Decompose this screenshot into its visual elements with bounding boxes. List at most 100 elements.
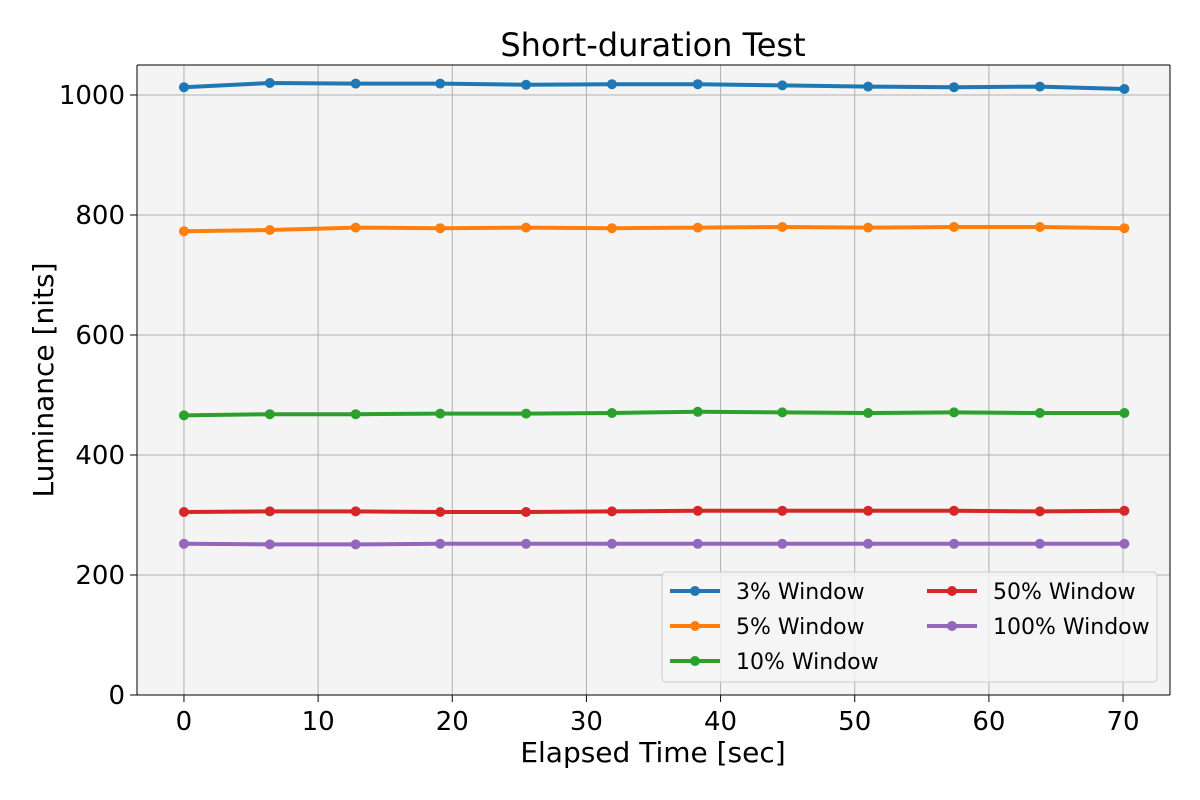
data-point	[777, 407, 788, 418]
data-point	[949, 82, 960, 93]
data-point	[949, 222, 960, 232]
y-tick-label: 400	[75, 441, 125, 471]
legend-item: 5% Window	[670, 615, 865, 640]
data-point	[435, 78, 446, 89]
data-point	[178, 538, 189, 549]
legend-marker	[690, 656, 700, 666]
series-line	[182, 541, 1127, 547]
data-point	[692, 406, 703, 417]
data-point	[350, 78, 361, 89]
x-tick-label: 70	[1106, 707, 1139, 737]
legend-label: 3% Window	[736, 580, 865, 605]
y-tick-label: 800	[75, 201, 125, 231]
data-point	[521, 222, 532, 233]
legend-label: 5% Window	[736, 615, 865, 640]
data-point	[692, 79, 703, 90]
data-point	[692, 538, 703, 549]
x-tick-label: 60	[972, 707, 1005, 737]
data-point	[1119, 505, 1130, 516]
x-tick-label: 0	[176, 707, 193, 737]
data-point	[863, 505, 874, 516]
legend-marker	[690, 621, 700, 631]
data-point	[1119, 408, 1130, 418]
ticks: 0 10 20 30 40 50 60 70 0 200 400 600 800 1000	[59, 81, 1140, 737]
series-line	[182, 508, 1127, 514]
series-4	[178, 538, 1130, 550]
data-point	[777, 538, 788, 549]
series-line	[182, 225, 1127, 234]
data-point	[264, 539, 275, 550]
data-point	[1119, 538, 1130, 549]
data-point	[350, 222, 361, 233]
data-point	[435, 408, 446, 419]
series-line	[182, 409, 1127, 418]
y-tick-label: 1000	[59, 81, 125, 111]
data-point	[178, 507, 189, 517]
y-tick-label: 600	[75, 321, 125, 351]
data-point	[264, 409, 275, 420]
data-point	[1034, 81, 1045, 92]
y-axis-label: Luminance [nits]	[27, 262, 60, 497]
data-point	[1034, 538, 1045, 549]
data-point	[863, 81, 874, 92]
data-point	[521, 507, 532, 517]
series-line	[182, 81, 1127, 91]
data-point	[863, 538, 874, 549]
legend-marker	[690, 586, 700, 596]
data-point	[777, 222, 788, 232]
data-point	[863, 408, 874, 418]
data-point	[777, 80, 788, 91]
data-point	[606, 223, 617, 234]
data-point	[264, 225, 275, 235]
x-axis-label: Elapsed Time [sec]	[520, 736, 785, 769]
data-point	[178, 226, 189, 237]
series-3	[178, 505, 1130, 517]
legend-label: 10% Window	[736, 650, 879, 675]
data-point	[521, 538, 532, 549]
data-point	[1119, 84, 1130, 94]
data-point	[1119, 223, 1130, 234]
data-point	[606, 79, 617, 90]
legend-marker	[947, 621, 957, 631]
data-point	[521, 79, 532, 90]
data-point	[692, 505, 703, 516]
data-point	[606, 538, 617, 549]
legend-marker	[947, 586, 957, 596]
data-point	[1034, 222, 1045, 232]
legend-item: 50% Window	[927, 580, 1136, 605]
data-point	[1034, 506, 1045, 517]
legend-label: 50% Window	[993, 580, 1136, 605]
data-point	[178, 410, 189, 421]
legend-box	[661, 571, 1158, 683]
data-point	[949, 407, 960, 418]
x-tick-label: 30	[570, 707, 603, 737]
data-point	[606, 408, 617, 418]
data-point	[264, 506, 275, 517]
data-point	[606, 506, 617, 517]
legend-item: 100% Window	[927, 615, 1150, 640]
series-2	[178, 406, 1130, 421]
axes	[136, 64, 1171, 696]
y-tick-label: 0	[108, 681, 125, 711]
data-point	[949, 538, 960, 549]
data-point	[863, 222, 874, 233]
legend-item: 3% Window	[670, 580, 865, 605]
legend-label: 100% Window	[993, 615, 1150, 640]
x-tick-label: 50	[838, 707, 871, 737]
data-point	[178, 82, 189, 93]
data-point	[777, 505, 788, 516]
x-tick-label: 40	[704, 707, 737, 737]
data-point	[521, 408, 532, 419]
data-point	[435, 507, 446, 517]
data-point	[435, 223, 446, 234]
y-tick-label: 200	[75, 561, 125, 591]
x-tick-label: 20	[436, 707, 469, 737]
data-point	[350, 506, 361, 517]
data-point	[1034, 408, 1045, 418]
legend: 3% Window 5% Window 10% Window 50% Window 10…	[661, 571, 1158, 683]
data-point	[692, 222, 703, 233]
legend-item: 10% Window	[670, 650, 879, 675]
series-1	[178, 222, 1130, 237]
data-point	[350, 539, 361, 550]
